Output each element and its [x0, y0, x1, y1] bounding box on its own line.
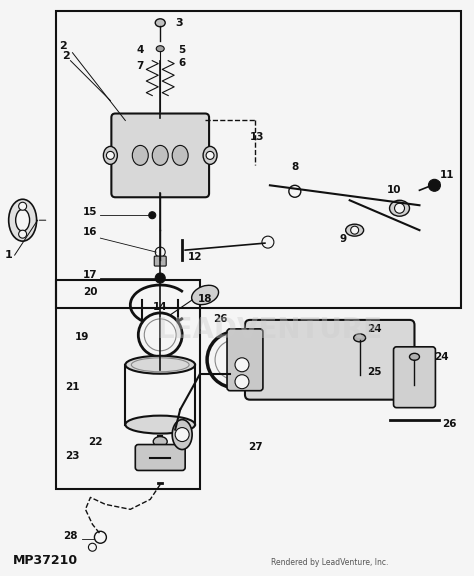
Ellipse shape — [390, 200, 410, 216]
Circle shape — [262, 236, 274, 248]
Ellipse shape — [152, 145, 168, 165]
Text: 16: 16 — [83, 227, 98, 237]
Text: LEADVENTURE: LEADVENTURE — [157, 316, 383, 344]
Circle shape — [235, 358, 249, 372]
Text: 5: 5 — [179, 45, 186, 55]
Text: 9: 9 — [339, 234, 346, 244]
Circle shape — [175, 427, 189, 442]
Ellipse shape — [172, 419, 192, 449]
Ellipse shape — [156, 46, 164, 52]
Text: 3: 3 — [175, 18, 183, 28]
Ellipse shape — [155, 19, 165, 26]
Circle shape — [215, 340, 255, 380]
Circle shape — [149, 212, 156, 219]
Circle shape — [394, 203, 404, 213]
FancyBboxPatch shape — [393, 347, 436, 408]
Text: 21: 21 — [65, 382, 80, 392]
Text: 2: 2 — [59, 41, 66, 51]
Circle shape — [289, 185, 301, 197]
Circle shape — [207, 332, 263, 388]
Ellipse shape — [125, 416, 195, 434]
Text: 28: 28 — [63, 531, 78, 541]
Text: 13: 13 — [250, 132, 264, 142]
Ellipse shape — [346, 224, 364, 236]
Text: 24: 24 — [367, 324, 382, 334]
Circle shape — [155, 247, 165, 257]
Ellipse shape — [132, 145, 148, 165]
Circle shape — [89, 543, 96, 551]
Text: 4: 4 — [137, 45, 144, 55]
FancyBboxPatch shape — [245, 320, 414, 400]
Text: 18: 18 — [198, 294, 213, 304]
Text: 15: 15 — [83, 207, 98, 217]
Text: 22: 22 — [88, 437, 103, 446]
Ellipse shape — [125, 356, 195, 374]
Text: 7: 7 — [137, 60, 144, 71]
Ellipse shape — [103, 146, 118, 164]
Text: 20: 20 — [83, 287, 98, 297]
Ellipse shape — [410, 353, 419, 360]
Circle shape — [144, 319, 176, 351]
FancyBboxPatch shape — [154, 256, 166, 266]
Text: 23: 23 — [65, 452, 80, 461]
Ellipse shape — [16, 209, 29, 231]
Ellipse shape — [9, 199, 36, 241]
Text: Rendered by LeadVenture, Inc.: Rendered by LeadVenture, Inc. — [271, 558, 388, 567]
Text: 26: 26 — [213, 314, 228, 324]
Ellipse shape — [191, 285, 219, 305]
Text: 25: 25 — [367, 367, 382, 377]
Text: 14: 14 — [153, 302, 167, 312]
Text: 19: 19 — [75, 332, 90, 342]
Text: 11: 11 — [440, 170, 455, 180]
Text: 26: 26 — [442, 419, 457, 429]
Circle shape — [18, 202, 27, 210]
Ellipse shape — [153, 437, 167, 446]
Text: MP37210: MP37210 — [13, 554, 78, 567]
Circle shape — [138, 313, 182, 357]
Text: 2: 2 — [62, 51, 69, 60]
Bar — [55, 280, 200, 490]
Circle shape — [428, 179, 440, 191]
Circle shape — [206, 151, 214, 160]
Ellipse shape — [354, 334, 365, 342]
Ellipse shape — [172, 145, 188, 165]
Text: 10: 10 — [387, 185, 402, 195]
Text: 8: 8 — [291, 162, 299, 172]
FancyBboxPatch shape — [227, 329, 263, 391]
Text: 27: 27 — [247, 442, 262, 452]
Circle shape — [155, 273, 165, 283]
FancyBboxPatch shape — [135, 445, 185, 471]
FancyBboxPatch shape — [111, 113, 209, 197]
Circle shape — [94, 531, 106, 543]
Circle shape — [106, 151, 114, 160]
Circle shape — [351, 226, 359, 234]
Circle shape — [18, 230, 27, 238]
Bar — [55, 11, 461, 308]
Text: 17: 17 — [83, 270, 98, 280]
Circle shape — [235, 375, 249, 389]
Ellipse shape — [203, 146, 217, 164]
Text: 1: 1 — [5, 250, 12, 260]
Text: 12: 12 — [188, 252, 202, 262]
Text: 6: 6 — [179, 58, 186, 67]
Text: 24: 24 — [434, 352, 449, 362]
